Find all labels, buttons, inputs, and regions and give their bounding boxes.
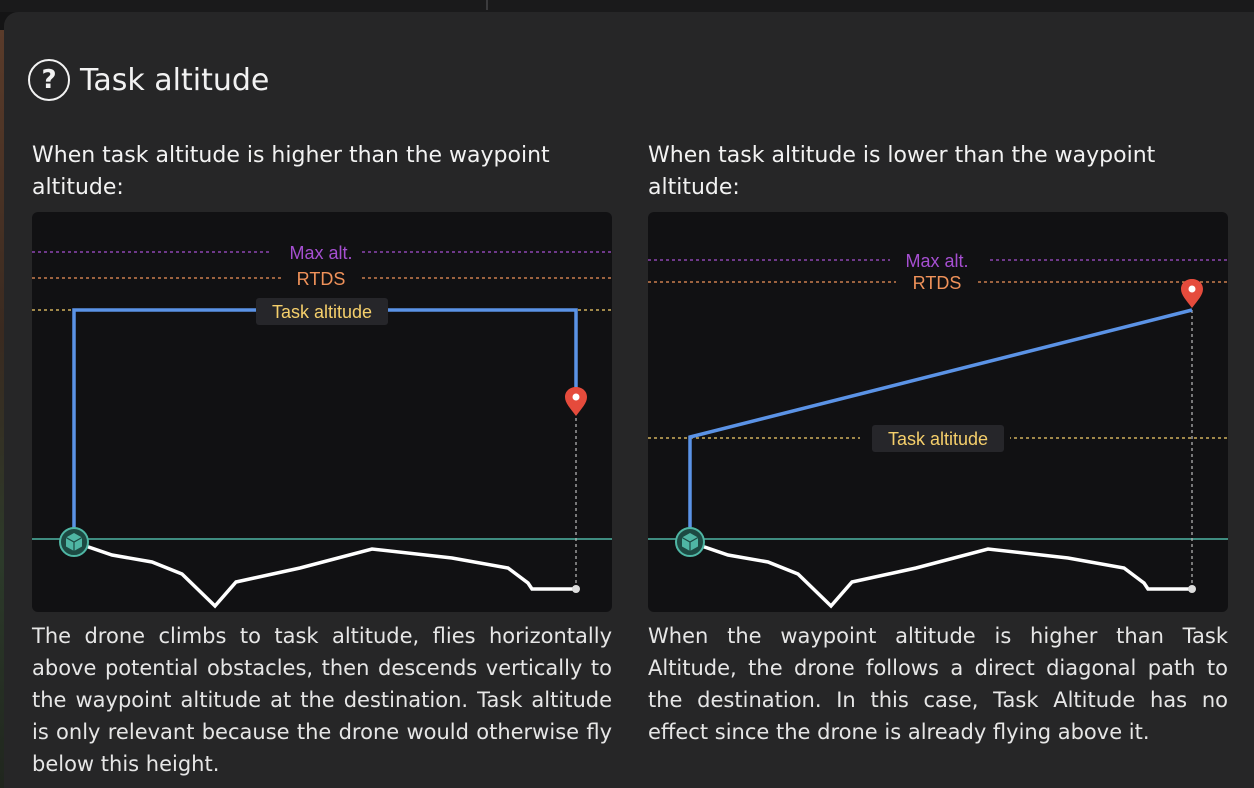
rtds-label: RTDS: [913, 273, 962, 293]
top-bar-divider: [486, 0, 488, 10]
max-alt-label: Max alt.: [905, 251, 968, 271]
background-edge: [0, 30, 4, 788]
right-description: When the waypoint altitude is higher tha…: [648, 624, 1228, 744]
home-drone-icon: [59, 527, 89, 557]
left-description: The drone climbs to task altitude, flies…: [32, 624, 612, 776]
task-altitude-label-bg: [872, 425, 1004, 452]
max-alt-label: Max alt.: [289, 243, 352, 263]
terrain-profile: [73, 540, 576, 609]
help-glyph: ?: [41, 65, 57, 95]
terrain-end-dot: [572, 585, 580, 593]
terrain-profile: [689, 540, 1192, 609]
rtds-label: RTDS: [297, 269, 346, 289]
waypoint-pin-icon: [1181, 279, 1203, 308]
task-altitude-label: Task altitude: [272, 302, 372, 322]
left-diagram: Max alt. RTDS Task altitude: [32, 212, 612, 612]
waypoint-pin-icon: [565, 387, 587, 416]
task-altitude-label: Task altitude: [888, 429, 988, 449]
panel-header: ? Task altitude: [28, 56, 269, 104]
question-circle-icon: ?: [28, 59, 70, 101]
terrain-end-dot: [1188, 585, 1196, 593]
max-alt-label-bg: [272, 241, 362, 263]
flight-path: [688, 308, 1193, 542]
home-drone-icon: [675, 527, 705, 557]
right-diagram-svg: Max alt. RTDS Task altitude: [648, 249, 1228, 609]
flight-path: [72, 308, 578, 542]
rtds-label-bg: [896, 272, 976, 294]
top-bar: [0, 0, 1254, 12]
right-heading: When task altitude is lower than the way…: [648, 143, 1156, 200]
max-alt-label-bg: [890, 249, 988, 271]
page-title: Task altitude: [80, 62, 270, 98]
right-diagram: Max alt. RTDS Task altitude: [648, 212, 1228, 612]
left-heading: When task altitude is higher than the wa…: [32, 143, 550, 200]
rtds-label-bg: [282, 268, 362, 290]
left-diagram-svg: Max alt. RTDS Task altitude: [32, 241, 612, 609]
task-altitude-label-bg: [256, 298, 388, 325]
